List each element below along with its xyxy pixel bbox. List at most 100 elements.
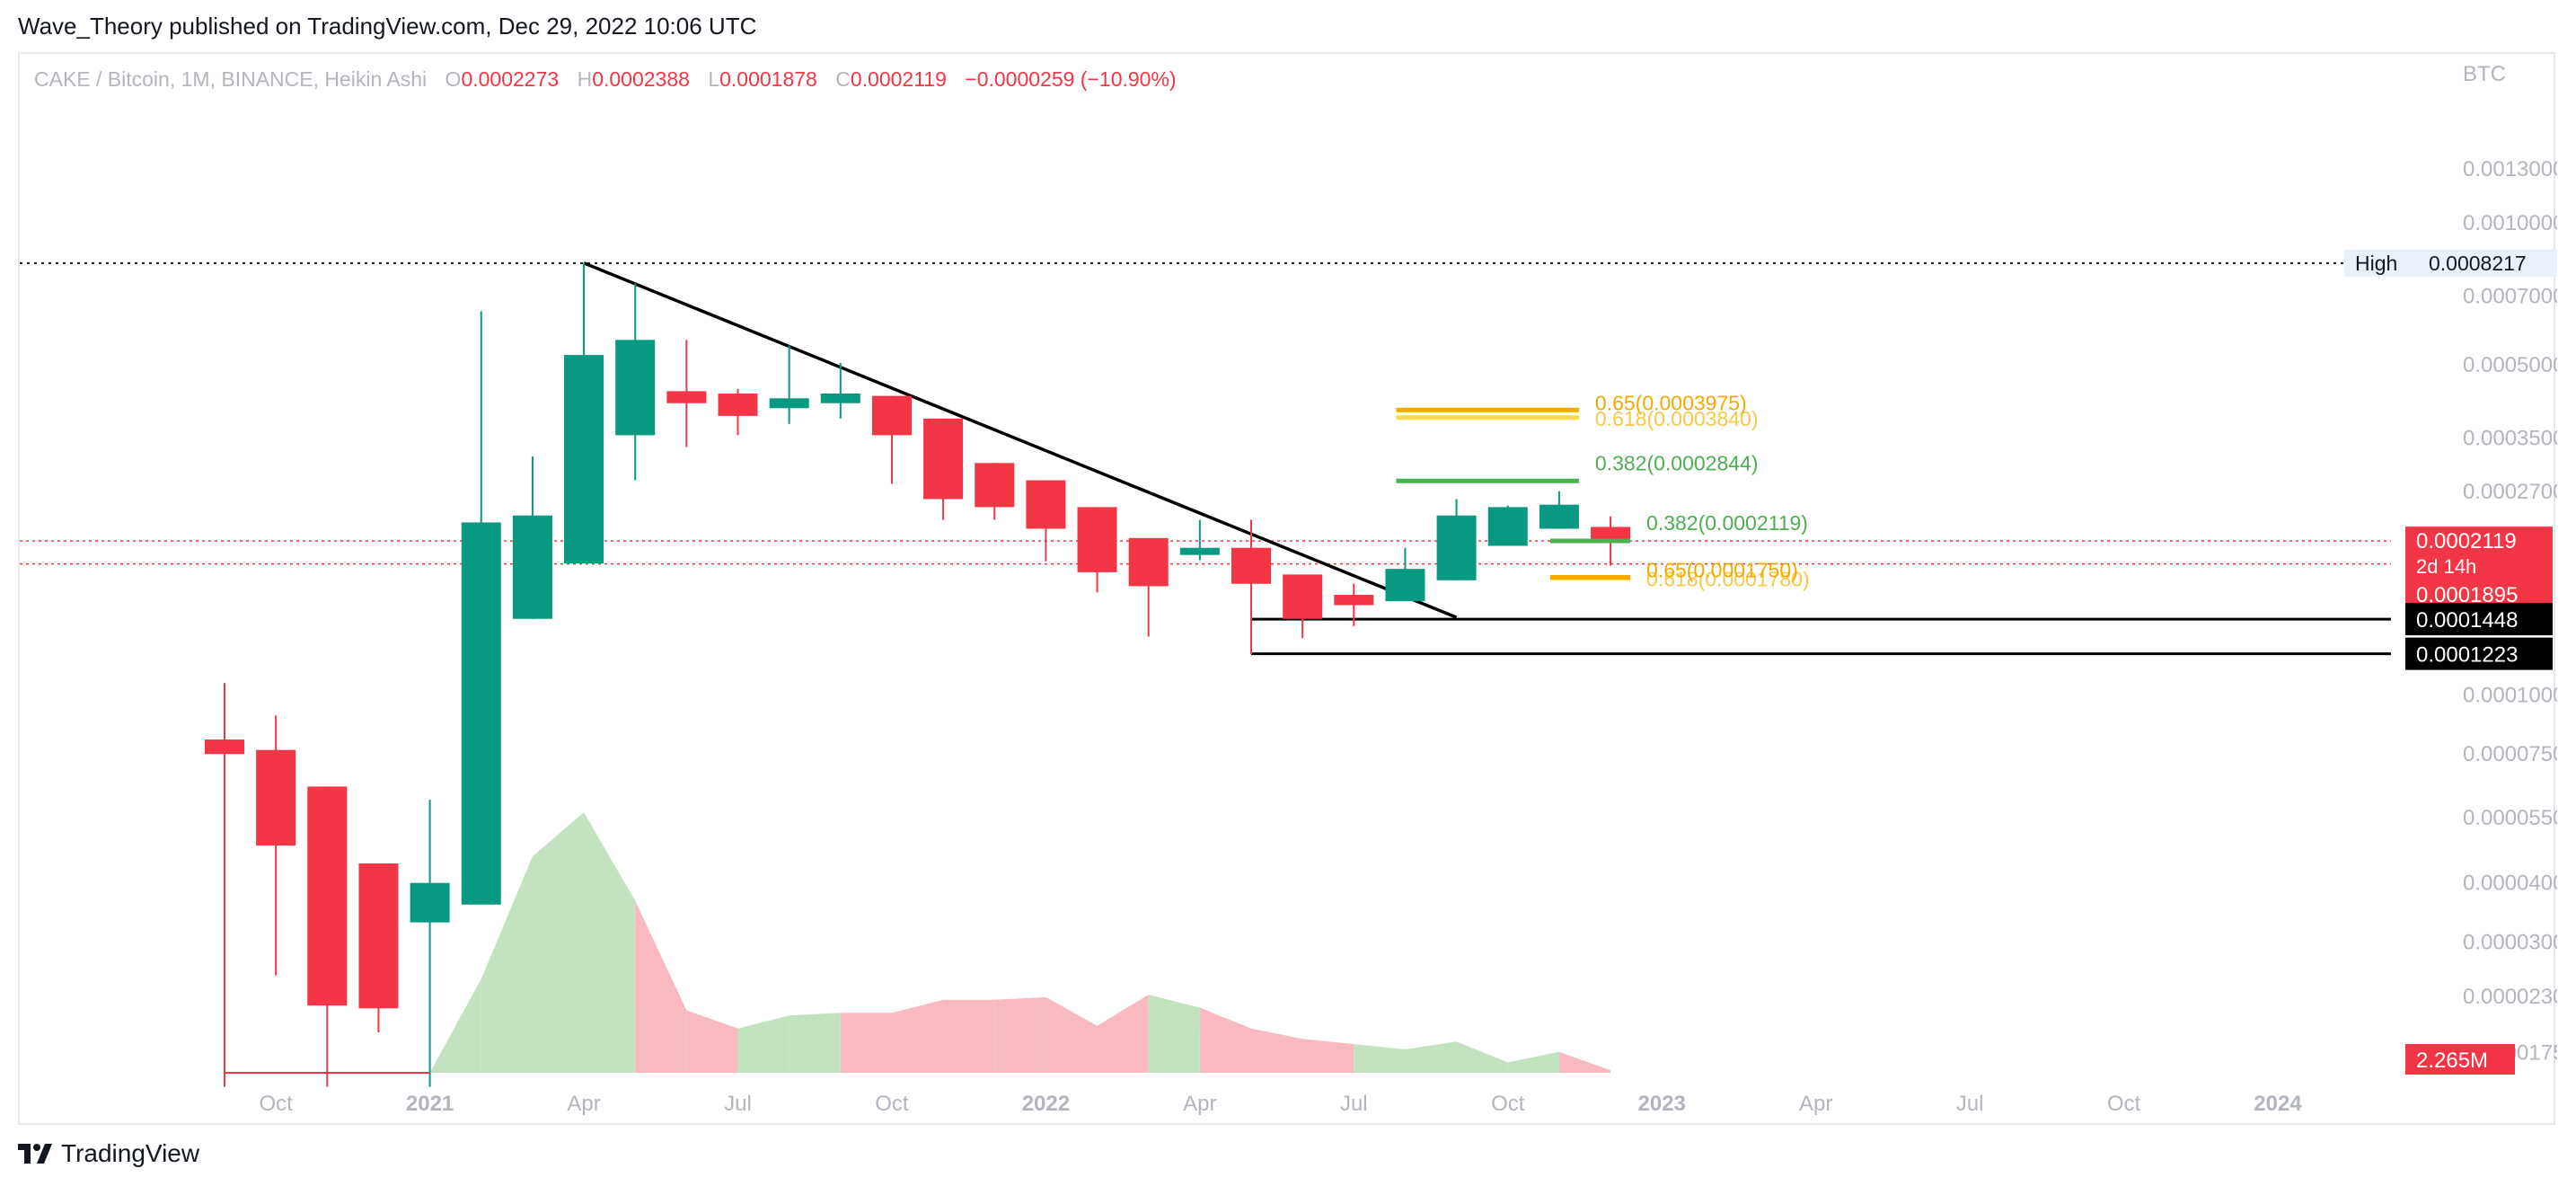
volume-badge-value: 2.265M bbox=[2416, 1049, 2488, 1073]
candle[interactable] bbox=[820, 362, 860, 419]
volume-segment bbox=[1507, 1051, 1559, 1073]
footer-brand[interactable]: TradingView bbox=[18, 1139, 199, 1168]
price-axis-tick: 0.0005000 bbox=[2463, 353, 2557, 377]
volume-segment bbox=[1199, 1007, 1251, 1073]
price-axis-tick: 0.0000230 bbox=[2463, 985, 2557, 1009]
price-axis-tick: 0.0013000 bbox=[2463, 157, 2557, 181]
support-price-badge[interactable]: 0.0001223 bbox=[2405, 637, 2553, 670]
candle[interactable] bbox=[975, 463, 1015, 520]
candle[interactable] bbox=[769, 345, 809, 424]
candle[interactable] bbox=[666, 340, 707, 447]
time-axis-tick: Jul bbox=[1956, 1092, 1984, 1116]
candle-body bbox=[461, 522, 501, 905]
support-badge-bg bbox=[2405, 637, 2553, 670]
candle-body bbox=[205, 739, 244, 755]
candle[interactable] bbox=[307, 786, 348, 1087]
price-axis-tick: 0.0007000 bbox=[2463, 284, 2557, 308]
candle[interactable] bbox=[461, 311, 501, 905]
price-axis-tick: 0.0003500 bbox=[2463, 427, 2557, 451]
candle[interactable] bbox=[923, 418, 964, 520]
candle-body bbox=[923, 418, 964, 500]
time-axis-tick: Jul bbox=[724, 1092, 752, 1116]
volume-segment bbox=[429, 978, 481, 1073]
price-axis-tick: 0.0000550 bbox=[2463, 806, 2557, 830]
price-axis-tick: 0.0001000 bbox=[2463, 684, 2557, 708]
volume-segment bbox=[891, 999, 944, 1073]
candle-body bbox=[512, 515, 552, 619]
candle[interactable] bbox=[1077, 507, 1117, 593]
candle[interactable] bbox=[1283, 574, 1323, 639]
candle[interactable] bbox=[615, 283, 656, 481]
volume-segment bbox=[840, 1013, 892, 1073]
candle[interactable] bbox=[1436, 499, 1477, 580]
candle[interactable] bbox=[1385, 547, 1425, 602]
time-axis-tick: Oct bbox=[259, 1092, 293, 1116]
volume-segment bbox=[635, 900, 687, 1073]
volume-segment bbox=[686, 1010, 738, 1073]
price-chart[interactable]: 0.65(0.0003975)0.618(0.0003840) 0.382(0.0… bbox=[20, 54, 2557, 1127]
support-badge-value: 0.0001448 bbox=[2416, 608, 2518, 633]
candle[interactable] bbox=[1334, 583, 1374, 626]
candle[interactable] bbox=[358, 863, 399, 1033]
candle[interactable] bbox=[205, 683, 244, 1087]
support-price-badge[interactable]: 0.0001448 bbox=[2405, 603, 2553, 636]
time-axis-tick: Oct bbox=[2107, 1092, 2141, 1116]
legend-open-label: O bbox=[446, 67, 462, 91]
candle-body bbox=[256, 749, 296, 846]
price-axis-tick: 0.0010000 bbox=[2463, 211, 2557, 235]
volume-segment bbox=[481, 856, 533, 1073]
candle[interactable] bbox=[718, 388, 758, 436]
legend-low-value: 0.0001878 bbox=[719, 67, 817, 91]
price-axis-tick: 0.0000300 bbox=[2463, 930, 2557, 954]
candle[interactable] bbox=[1128, 537, 1169, 637]
candle-body bbox=[307, 786, 348, 1006]
volume-badge[interactable]: 2.265M bbox=[2405, 1044, 2515, 1075]
volume-segment bbox=[737, 1015, 790, 1073]
candle-body bbox=[666, 391, 707, 403]
candle[interactable] bbox=[871, 395, 912, 484]
candle-body bbox=[1026, 480, 1066, 529]
time-axis-tick: 2024 bbox=[2254, 1092, 2302, 1116]
candle-body bbox=[1231, 547, 1271, 584]
volume-segment bbox=[1148, 995, 1200, 1073]
volume-segment bbox=[1558, 1051, 1611, 1073]
legend-open-value: 0.0002273 bbox=[461, 67, 559, 91]
high-badge-bg bbox=[2344, 249, 2557, 277]
current-price-badge-bg bbox=[2405, 527, 2553, 615]
time-axis-tick: 2021 bbox=[406, 1092, 454, 1116]
high-badge[interactable]: High 0.0008217 bbox=[2344, 249, 2557, 277]
chart-frame[interactable]: 0.65(0.0003975) 0.618(0.0003840) 0.382(0.0… bbox=[18, 52, 2557, 1127]
descending-trendline[interactable] bbox=[583, 261, 1458, 619]
fib-level-label: 0.382(0.0002119) bbox=[1646, 511, 1808, 535]
candle-body bbox=[975, 463, 1015, 508]
time-axis-tick: Oct bbox=[875, 1092, 909, 1116]
candle-body bbox=[358, 863, 399, 1009]
candle-body bbox=[718, 393, 758, 416]
candle[interactable] bbox=[410, 800, 450, 1087]
candle[interactable] bbox=[1231, 519, 1271, 655]
volume-segment bbox=[1045, 996, 1098, 1073]
published-by-line: Wave_Theory published on TradingView.com… bbox=[18, 13, 757, 40]
candle[interactable] bbox=[564, 262, 604, 564]
price-axis-tick: 0.0000400 bbox=[2463, 872, 2557, 896]
candle[interactable] bbox=[1487, 505, 1528, 546]
candle-body bbox=[820, 393, 860, 403]
fib-levels-group: 0.65(0.0003975)0.618(0.0003840) 0.382(0.0… bbox=[1396, 391, 1810, 591]
legend-close-value: 0.0002119 bbox=[851, 67, 947, 91]
chart-legend: CAKE / Bitcoin, 1M, BINANCE, Heikin Ashi… bbox=[34, 67, 1177, 91]
high-badge-label: High bbox=[2355, 252, 2397, 275]
candle-body bbox=[564, 355, 604, 564]
candle[interactable] bbox=[1026, 480, 1066, 562]
candle[interactable] bbox=[512, 456, 552, 619]
time-axis-tick: Apr bbox=[1183, 1092, 1216, 1116]
brand-name: TradingView bbox=[61, 1139, 200, 1167]
candle-body bbox=[1334, 595, 1374, 606]
candle[interactable] bbox=[256, 715, 296, 976]
candle[interactable] bbox=[1539, 491, 1579, 529]
tradingview-logo-icon bbox=[18, 1144, 52, 1164]
fib-level-label: 0.382(0.0002844) bbox=[1595, 451, 1759, 474]
candle[interactable] bbox=[1179, 519, 1220, 561]
high-badge-value: 0.0008217 bbox=[2429, 252, 2527, 275]
price-axis-group: BTC 0.0013000 0.0010000 0.0007000 0.0005000 0… bbox=[2344, 62, 2557, 1075]
